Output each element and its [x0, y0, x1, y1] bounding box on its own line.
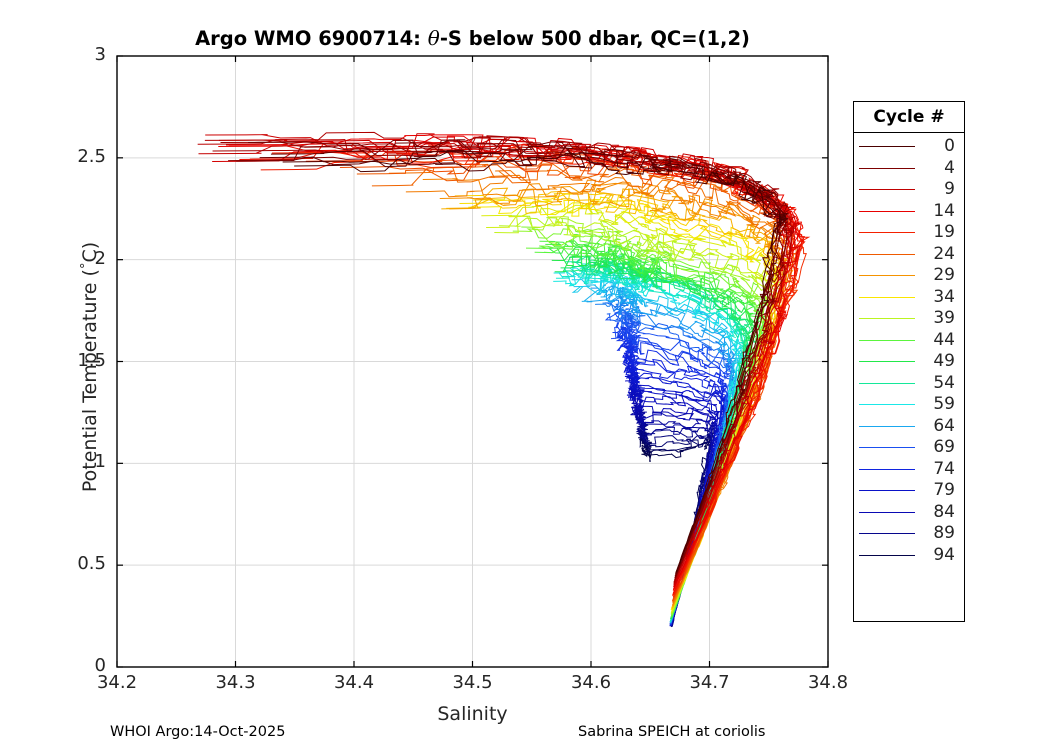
theta-symbol: θ [427, 26, 440, 50]
profile-line-cycle-1 [282, 152, 790, 573]
x-tick-label: 34.6 [570, 672, 612, 693]
legend-color-swatch [859, 296, 915, 298]
x-tick-label: 34.8 [807, 672, 849, 693]
legend-item-label: 14 [933, 200, 955, 221]
legend-color-swatch [859, 253, 915, 255]
title-after: -S below 500 dbar, QC=(1,2) [439, 27, 750, 50]
profile-curves [197, 131, 811, 628]
legend-item[interactable]: 64 [854, 416, 964, 438]
legend-item-label: 94 [933, 544, 955, 565]
legend-item-label: 59 [933, 394, 955, 415]
legend-item[interactable]: 9 [854, 179, 964, 201]
legend-item-label: 44 [933, 329, 955, 350]
legend-item-label: 84 [933, 501, 955, 522]
profile-line-cycle-0 [294, 150, 785, 573]
legend-item[interactable]: 0 [854, 136, 964, 158]
legend-color-swatch [859, 318, 915, 320]
legend-item[interactable]: 89 [854, 523, 964, 545]
legend-color-swatch [859, 382, 915, 384]
legend-item-label: 64 [933, 415, 955, 436]
legend-item-label: 4 [944, 157, 955, 178]
legend-item-label: 39 [933, 308, 955, 329]
legend-item-label: 0 [944, 136, 955, 157]
legend-item-label: 29 [933, 265, 955, 286]
y-tick-label: 0 [94, 655, 106, 676]
legend-item-list: 0 4 9 14 19 24 29 34 39 44 49 54 59 64 69 74 79 84 89 94 [854, 133, 964, 566]
legend-color-swatch [859, 511, 915, 513]
legend-color-swatch [859, 339, 915, 341]
y-tick-label: 0.5 [77, 553, 106, 575]
legend-color-swatch [859, 533, 915, 535]
legend-item[interactable]: 54 [854, 373, 964, 395]
legend-color-swatch [859, 210, 915, 212]
legend-item[interactable]: 84 [854, 502, 964, 524]
legend-color-swatch [859, 275, 915, 277]
y-tick-label: 3 [94, 44, 106, 65]
profile-line-cycle-5 [236, 139, 788, 578]
legend-item-label: 89 [933, 523, 955, 544]
legend-color-swatch [859, 404, 915, 406]
legend-color-swatch [859, 490, 915, 492]
x-tick-label: 34.2 [96, 672, 138, 693]
legend-color-swatch [859, 167, 915, 169]
x-tick-label: 34.4 [333, 672, 375, 693]
legend-item[interactable]: 79 [854, 480, 964, 502]
legend-item-label: 74 [933, 458, 955, 479]
profile-line-cycle-3 [259, 148, 786, 575]
legend-color-swatch [859, 146, 915, 148]
y-tick-label: 2 [94, 247, 106, 269]
profile-line-cycle-15 [226, 135, 801, 589]
legend-item[interactable]: 39 [854, 308, 964, 330]
profile-line-cycle-6 [228, 143, 788, 579]
footer-left-text: WHOI Argo:14-Oct-2025 [110, 724, 286, 740]
legend-item[interactable]: 44 [854, 330, 964, 352]
profile-line-cycle-4 [248, 139, 788, 577]
x-tick-label: 34.3 [215, 672, 256, 693]
legend-item-label: 79 [933, 480, 955, 501]
y-tick-label: 1 [94, 451, 106, 473]
x-tick-label: 34.7 [689, 672, 730, 693]
legend-item[interactable]: 74 [854, 459, 964, 481]
legend-item[interactable]: 49 [854, 351, 964, 373]
x-axis-label: Salinity [437, 703, 508, 725]
footer-right-text: Sabrina SPEICH at coriolis [578, 724, 766, 740]
legend-item[interactable]: 19 [854, 222, 964, 244]
legend-item[interactable]: 14 [854, 201, 964, 223]
profile-line-cycle-28 [388, 166, 798, 604]
legend-color-swatch [859, 468, 915, 470]
legend-item-label: 49 [933, 351, 955, 372]
legend: Cycle # 0 4 9 14 19 24 29 34 39 44 49 54 59 64 69 74 79 8… [853, 101, 965, 622]
legend-item[interactable]: 59 [854, 394, 964, 416]
legend-item-label: 54 [933, 372, 955, 393]
y-tick-label: 2.5 [77, 145, 106, 167]
x-tick-label: 34.5 [452, 672, 493, 693]
y-tick-label: 1.5 [77, 349, 106, 371]
legend-title: Cycle # [854, 102, 964, 133]
legend-item[interactable]: 69 [854, 437, 964, 459]
title-before: Argo WMO 6900714: [195, 27, 428, 50]
legend-item-label: 69 [933, 437, 955, 458]
page-title: Argo WMO 6900714: θ-S below 500 dbar, QC… [117, 26, 828, 50]
legend-item[interactable]: 94 [854, 545, 964, 567]
legend-item[interactable]: 29 [854, 265, 964, 287]
legend-color-swatch [859, 232, 915, 234]
legend-item[interactable]: 24 [854, 244, 964, 266]
legend-color-swatch [859, 554, 915, 556]
legend-item-label: 24 [933, 243, 955, 264]
legend-item[interactable]: 34 [854, 287, 964, 309]
legend-item-label: 9 [944, 179, 955, 200]
axes-frame [116, 55, 829, 668]
legend-item[interactable]: 4 [854, 158, 964, 180]
legend-item-label: 34 [933, 286, 955, 307]
legend-color-swatch [859, 425, 915, 427]
legend-color-swatch [859, 361, 915, 363]
profile-line-cycle-21 [271, 143, 806, 596]
legend-color-swatch [859, 189, 915, 191]
legend-color-swatch [859, 447, 915, 449]
legend-item-label: 19 [933, 222, 955, 243]
